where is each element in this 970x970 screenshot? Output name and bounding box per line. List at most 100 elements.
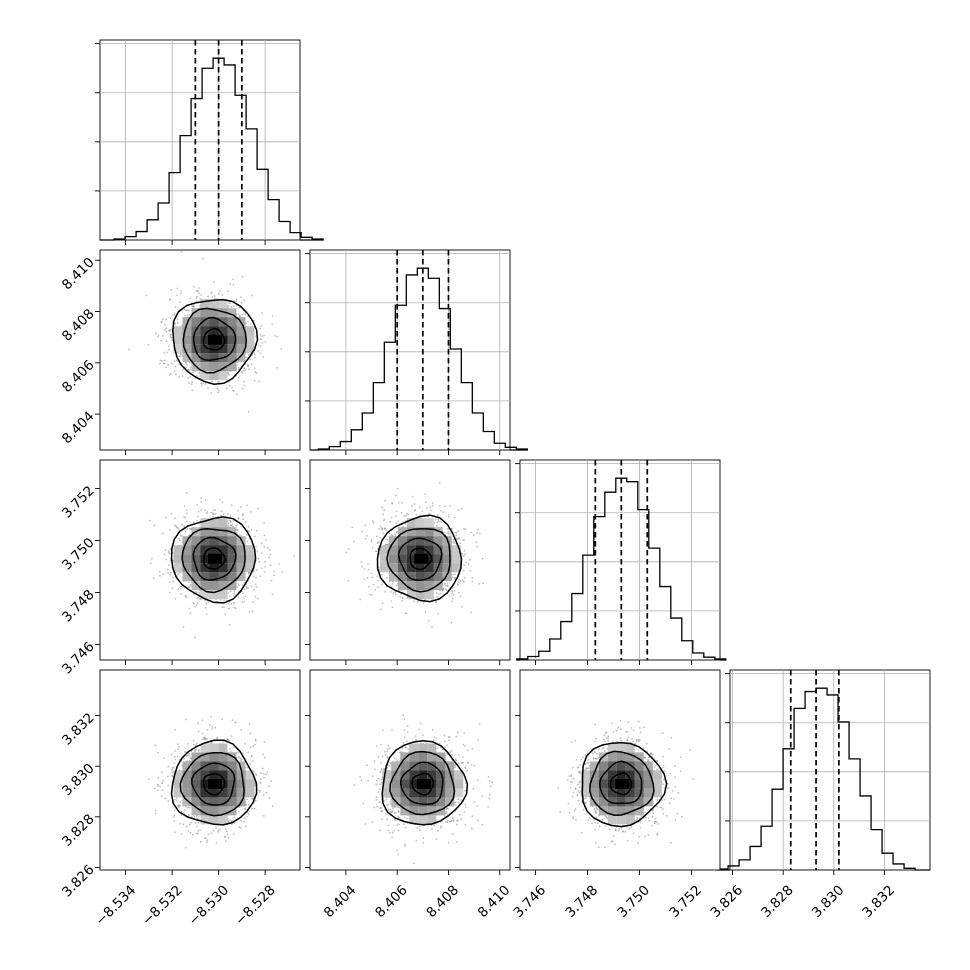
panel-contents <box>149 491 295 639</box>
sample-point <box>396 487 399 490</box>
sample-point <box>242 597 245 599</box>
density-cell <box>218 344 228 354</box>
density-cell <box>191 572 201 582</box>
density-cell <box>209 536 219 546</box>
sample-point <box>379 525 382 528</box>
sample-point <box>347 580 350 582</box>
sample-point <box>245 322 248 324</box>
sample-point <box>207 387 210 389</box>
density-cell <box>433 581 443 591</box>
sample-point <box>206 511 209 513</box>
sample-point <box>212 513 215 516</box>
sample-point <box>217 380 220 383</box>
sample-point <box>200 509 203 511</box>
sample-point <box>436 521 439 524</box>
sample-point <box>376 548 379 550</box>
density-cell <box>191 554 201 564</box>
density-cell <box>200 317 210 327</box>
sample-point <box>206 512 208 515</box>
density-cell <box>424 545 434 555</box>
sample-point <box>180 290 183 292</box>
sample-point <box>437 612 440 615</box>
density-cell <box>442 572 452 582</box>
sample-point <box>458 538 460 541</box>
sample-point <box>457 581 460 584</box>
sample-point <box>244 521 247 523</box>
sample-point <box>236 304 238 307</box>
sample-point <box>395 522 398 525</box>
sample-point <box>189 297 192 300</box>
sample-point <box>176 294 178 297</box>
sample-point <box>188 607 191 610</box>
sample-point <box>444 582 447 585</box>
sample-point <box>271 315 274 317</box>
sample-point <box>242 518 245 521</box>
sample-point <box>212 509 215 512</box>
sample-point <box>240 301 243 304</box>
sample-point <box>367 563 369 565</box>
density-cell <box>218 563 228 573</box>
sample-point <box>253 353 256 356</box>
density-cell <box>415 545 425 555</box>
density-cell <box>397 554 407 564</box>
sample-point <box>249 762 252 765</box>
sample-point <box>173 312 176 314</box>
density-peak <box>207 334 222 345</box>
sample-point <box>251 294 253 297</box>
sample-point <box>160 320 163 323</box>
sample-point <box>199 304 201 306</box>
sample-point <box>477 528 479 531</box>
sample-point <box>411 504 413 507</box>
sample-point <box>254 356 257 359</box>
sample-point <box>457 530 460 533</box>
sample-point <box>404 523 407 525</box>
sample-point <box>159 362 161 365</box>
sample-point <box>401 600 403 602</box>
sample-point <box>227 522 230 525</box>
sample-point <box>178 539 181 542</box>
sample-point <box>151 557 153 560</box>
density-cell <box>173 344 183 354</box>
sample-point <box>186 314 189 316</box>
density-cell <box>415 581 425 591</box>
sample-point <box>377 566 380 569</box>
density-cell <box>236 353 246 363</box>
density-cell <box>236 335 246 345</box>
sample-point <box>404 612 407 615</box>
sample-point <box>187 581 190 584</box>
sample-point <box>364 537 367 540</box>
sample-point <box>461 539 464 542</box>
sample-point <box>210 511 213 514</box>
sample-point <box>149 562 152 565</box>
sample-point <box>435 592 438 595</box>
panel-frame <box>519 459 721 661</box>
sample-point <box>265 791 268 794</box>
sample-point <box>190 383 193 386</box>
sample-point <box>381 528 383 531</box>
sample-point <box>230 524 232 527</box>
sample-point <box>169 333 172 336</box>
sample-point <box>413 600 415 603</box>
density-cell <box>218 326 228 336</box>
sample-point <box>169 548 172 550</box>
sample-point <box>375 550 378 552</box>
sample-point <box>449 532 452 534</box>
sample-point <box>163 362 166 365</box>
sample-point <box>476 545 479 548</box>
sample-point <box>181 524 184 526</box>
sample-point <box>189 823 191 826</box>
sample-point <box>173 360 176 362</box>
sample-point <box>430 509 432 512</box>
density-cell <box>200 590 210 600</box>
sample-point <box>193 521 195 524</box>
sample-point <box>160 339 163 342</box>
sample-point <box>167 572 170 575</box>
sample-point <box>165 516 167 519</box>
sample-point <box>168 573 171 576</box>
sample-point <box>436 595 438 598</box>
sample-point <box>379 536 381 539</box>
x-tick-label: 3.828 <box>758 882 797 921</box>
sample-point <box>366 534 368 537</box>
sample-point <box>204 509 207 512</box>
y-tick-label: 8.408 <box>59 306 98 345</box>
